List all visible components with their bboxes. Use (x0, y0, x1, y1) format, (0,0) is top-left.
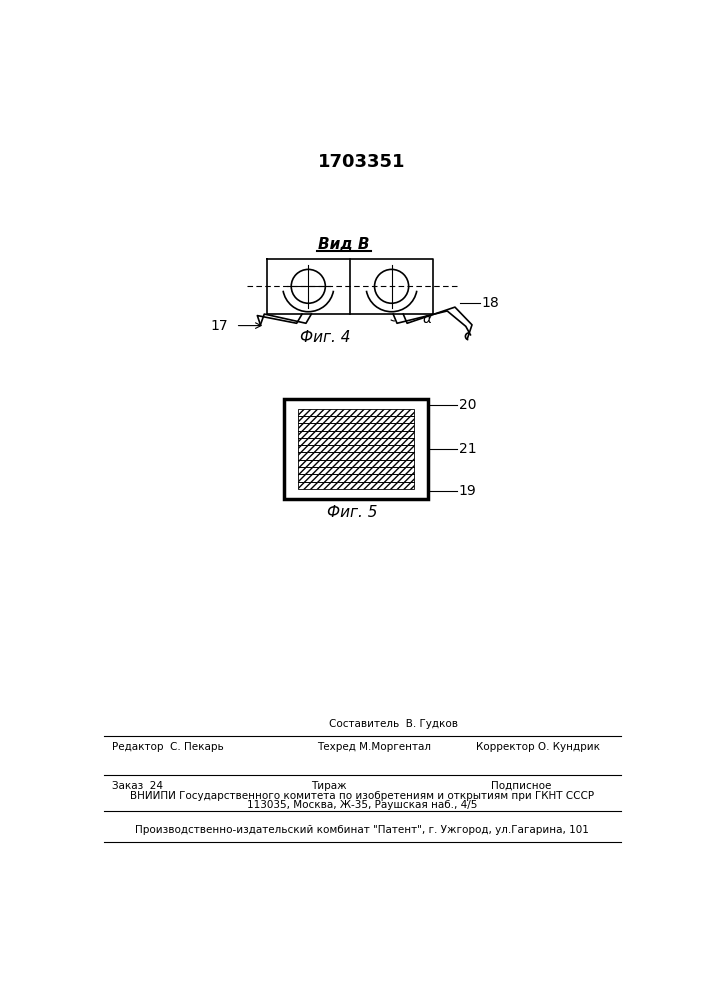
Text: α: α (423, 312, 431, 326)
Text: Фиг. 5: Фиг. 5 (327, 505, 377, 520)
Text: 20: 20 (459, 398, 477, 412)
Text: Заказ  24: Заказ 24 (112, 781, 163, 791)
Text: 113035, Москва, Ж-35, Раушская наб., 4/5: 113035, Москва, Ж-35, Раушская наб., 4/5 (247, 800, 477, 810)
Text: Корректор О. Кундрик: Корректор О. Кундрик (476, 742, 600, 752)
Text: Техред М.Моргентал: Техред М.Моргентал (317, 742, 431, 752)
Text: 17: 17 (210, 319, 228, 333)
Text: Производственно-издательский комбинат "Патент", г. Ужгород, ул.Гагарина, 101: Производственно-издательский комбинат "П… (135, 825, 589, 835)
Text: Тираж: Тираж (311, 781, 346, 791)
Bar (298, 409, 414, 489)
Text: 1703351: 1703351 (318, 153, 406, 171)
Bar (284, 399, 428, 499)
Text: Составитель  В. Гудков: Составитель В. Гудков (329, 719, 457, 729)
Text: ВНИИПИ Государственного комитета по изобретениям и открытиям при ГКНТ СССР: ВНИИПИ Государственного комитета по изоб… (130, 791, 594, 801)
Text: 18: 18 (481, 296, 499, 310)
Text: 19: 19 (459, 484, 477, 498)
Text: Фиг. 4: Фиг. 4 (300, 330, 350, 345)
Text: Редактор  С. Пекарь: Редактор С. Пекарь (112, 742, 223, 752)
Text: Вид В: Вид В (318, 237, 370, 252)
Text: Подписное: Подписное (491, 781, 551, 791)
Text: 21: 21 (459, 442, 477, 456)
